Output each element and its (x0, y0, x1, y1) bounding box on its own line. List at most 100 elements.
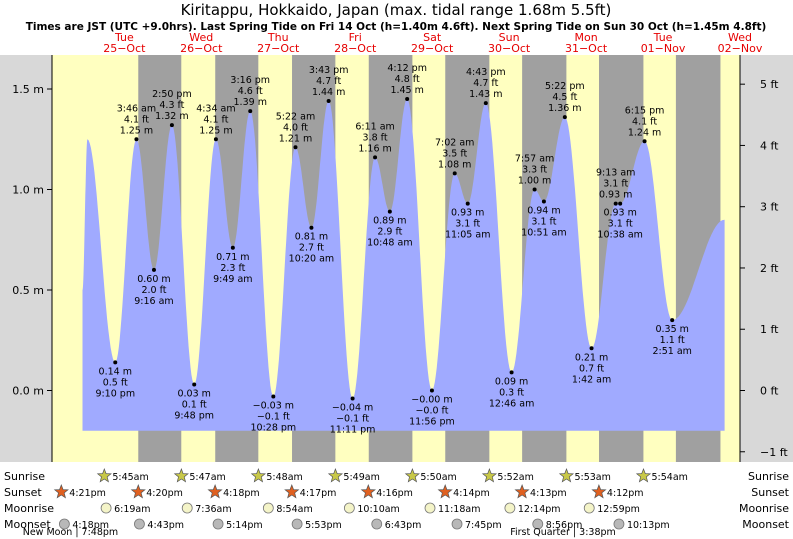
high-tide-feet: 3.1 ft (603, 179, 628, 190)
high-tide-point (452, 171, 457, 176)
low-tide-time: 10:51 am (521, 228, 566, 239)
high-tide-meters: 1.08 m (438, 159, 471, 170)
low-tide-meters: 0.35 m (655, 324, 688, 335)
day-name-label: Fri (349, 31, 362, 44)
sunset-time: 4:14pm (453, 488, 490, 499)
low-tide-time: 10:20 am (289, 254, 334, 265)
high-tide-feet: 4.0 ft (283, 122, 308, 133)
sunset-icon (284, 484, 300, 499)
high-tide-feet: 4.7 ft (316, 76, 341, 87)
moonrise-time: 7:36am (195, 504, 231, 515)
low-tide-meters: 0.14 m (99, 366, 132, 377)
row-label-left: Sunrise (4, 470, 45, 483)
sunrise-time: 5:53am (574, 472, 610, 483)
day-name-label: Tue (114, 31, 134, 44)
high-tide-meters: 0.93 m (599, 190, 632, 201)
high-tide-point (134, 137, 139, 142)
low-tide-feet: 2.7 ft (299, 243, 324, 254)
moonset-icon (613, 518, 625, 530)
day-name-label: Sun (499, 31, 520, 44)
sunset-icon (591, 484, 607, 499)
low-tide-point (429, 388, 434, 393)
high-tide-meters: 1.44 m (312, 87, 345, 98)
moonrise-icon (504, 502, 516, 514)
day-date-label: 27−Oct (257, 42, 300, 55)
low-tide-time: 9:16 am (134, 296, 173, 307)
sunrise-time: 5:54am (651, 472, 687, 483)
high-tide-time: 9:13 am (596, 168, 635, 179)
moonrise-icon (583, 502, 595, 514)
high-tide-meters: 1.16 m (358, 143, 391, 154)
low-tide-meters: 0.09 m (495, 376, 528, 387)
low-tide-feet: −0.0 ft (415, 406, 448, 417)
moonset-time: 7:45pm (465, 520, 502, 531)
high-tide-point (405, 97, 410, 102)
low-tide-point (618, 201, 623, 206)
low-tide-time: 2:51 am (652, 346, 691, 357)
sunset-icon (360, 484, 376, 499)
high-tide-time: 5:22 am (276, 111, 315, 122)
moonset-time: 4:43pm (147, 520, 184, 531)
moonset-icon (134, 518, 145, 530)
low-tide-meters: −0.03 m (253, 401, 294, 412)
sunrise-icon (635, 468, 652, 483)
left-tick-label: 1.5 m (12, 83, 44, 96)
high-tide-time: 4:12 pm (387, 63, 427, 74)
sunrise-time: 5:47am (189, 472, 225, 483)
low-tide-feet: 2.9 ft (377, 227, 402, 238)
left-tick-label: 0.0 m (12, 385, 44, 398)
sunrise-icon (404, 468, 420, 483)
moonrise-time: 6:19am (114, 504, 150, 515)
sunset-time: 4:13pm (530, 488, 567, 499)
high-tide-feet: 4.8 ft (395, 74, 420, 85)
sunset-icon (130, 484, 146, 499)
high-tide-feet: 4.6 ft (238, 86, 263, 97)
sunrise-icon (250, 468, 267, 483)
day-name-label: Mon (574, 31, 597, 44)
low-tide-time: 9:10 pm (95, 388, 135, 399)
row-label-right: Moonset (742, 518, 789, 531)
left-tick-label: 0.5 m (12, 284, 44, 297)
high-tide-meters: 1.36 m (548, 103, 581, 114)
low-tide-feet: −0.1 ft (257, 412, 290, 423)
high-tide-meters: 1.25 m (120, 125, 153, 136)
low-tide-point (589, 346, 594, 351)
low-tide-point (113, 360, 118, 365)
sunrise-icon (173, 468, 189, 483)
low-tide-time: 10:28 pm (250, 423, 296, 434)
high-tide-meters: 1.24 m (628, 127, 661, 138)
right-tick-label: 5 ft (760, 78, 779, 91)
high-tide-point (326, 99, 331, 104)
moonset-icon (371, 518, 383, 530)
moonrise-time: 12:14pm (518, 504, 561, 515)
low-tide-meters: 0.89 m (373, 216, 406, 227)
high-tide-point (642, 139, 647, 144)
sunset-time: 4:18pm (223, 488, 260, 499)
sunrise-icon (481, 468, 498, 483)
day-name-label: Thu (267, 31, 289, 44)
high-tide-time: 3:46 am (117, 103, 156, 114)
high-tide-point (562, 115, 567, 120)
high-tide-feet: 3.8 ft (363, 132, 388, 143)
moon-phase-label: New Moon | 7:48pm (23, 527, 118, 538)
high-tide-meters: 1.21 m (279, 133, 312, 144)
high-tide-point (213, 137, 218, 142)
low-tide-point (387, 209, 392, 214)
low-tide-meters: 0.71 m (216, 252, 249, 263)
sunset-time: 4:17pm (300, 488, 337, 499)
low-tide-meters: 0.03 m (177, 388, 210, 399)
low-tide-point (541, 199, 546, 204)
high-tide-time: 6:15 pm (625, 105, 665, 116)
low-tide-point (465, 201, 470, 206)
low-tide-point (309, 225, 314, 230)
low-tide-time: 11:11 pm (330, 425, 376, 436)
high-tide-feet: 3.3 ft (522, 165, 547, 176)
row-label-right: Sunset (751, 486, 789, 499)
moonrise-icon (262, 502, 274, 514)
high-tide-feet: 4.1 ft (124, 114, 149, 125)
row-label-right: Sunrise (748, 470, 789, 483)
moon-phase-label: First Quarter | 3:38pm (510, 527, 616, 538)
high-tide-meters: 1.25 m (199, 125, 232, 136)
high-tide-point (169, 123, 174, 128)
right-tick-label: 3 ft (760, 201, 779, 214)
